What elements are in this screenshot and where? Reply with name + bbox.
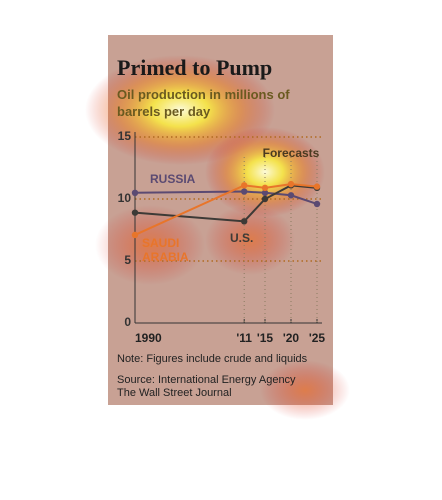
heat-blob (95, 205, 205, 285)
subtitle: Oil production in millions of barrels pe… (117, 87, 290, 119)
x-tick-label: '15 (257, 331, 274, 345)
series-label: SAUDI ARABIA (142, 236, 189, 264)
point (241, 182, 248, 189)
y-tick-label: 15 (118, 129, 132, 143)
y-tick-label: 5 (124, 253, 131, 267)
x-tick-label: '20 (283, 331, 300, 345)
x-tick-label: '25 (309, 331, 326, 345)
point (131, 209, 139, 216)
y-tick-label: 10 (118, 191, 132, 205)
point (131, 189, 139, 196)
point (131, 231, 139, 239)
publisher: The Wall Street Journal (117, 387, 232, 399)
point (261, 195, 269, 203)
point (241, 218, 248, 225)
point (241, 188, 248, 195)
point (313, 200, 321, 208)
point (287, 192, 295, 199)
annotation: Forecasts (263, 146, 320, 160)
y-tick-label: 0 (124, 315, 131, 329)
heat-blob (205, 127, 325, 217)
source: Source: International Energy Agency (117, 374, 296, 386)
point (261, 189, 269, 196)
series-label: U.S. (230, 231, 254, 245)
x-tick-label: 1990 (135, 331, 162, 345)
note: Note: Figures include crude and liquids (117, 353, 308, 365)
point (287, 180, 295, 188)
x-tick-label: '11 (236, 331, 252, 345)
series-label: RUSSIA (150, 172, 196, 186)
heat-blob (260, 360, 350, 420)
point (313, 183, 321, 190)
chart-title: Primed to Pump (117, 55, 272, 80)
point (261, 184, 269, 192)
heat-blob (205, 205, 295, 275)
